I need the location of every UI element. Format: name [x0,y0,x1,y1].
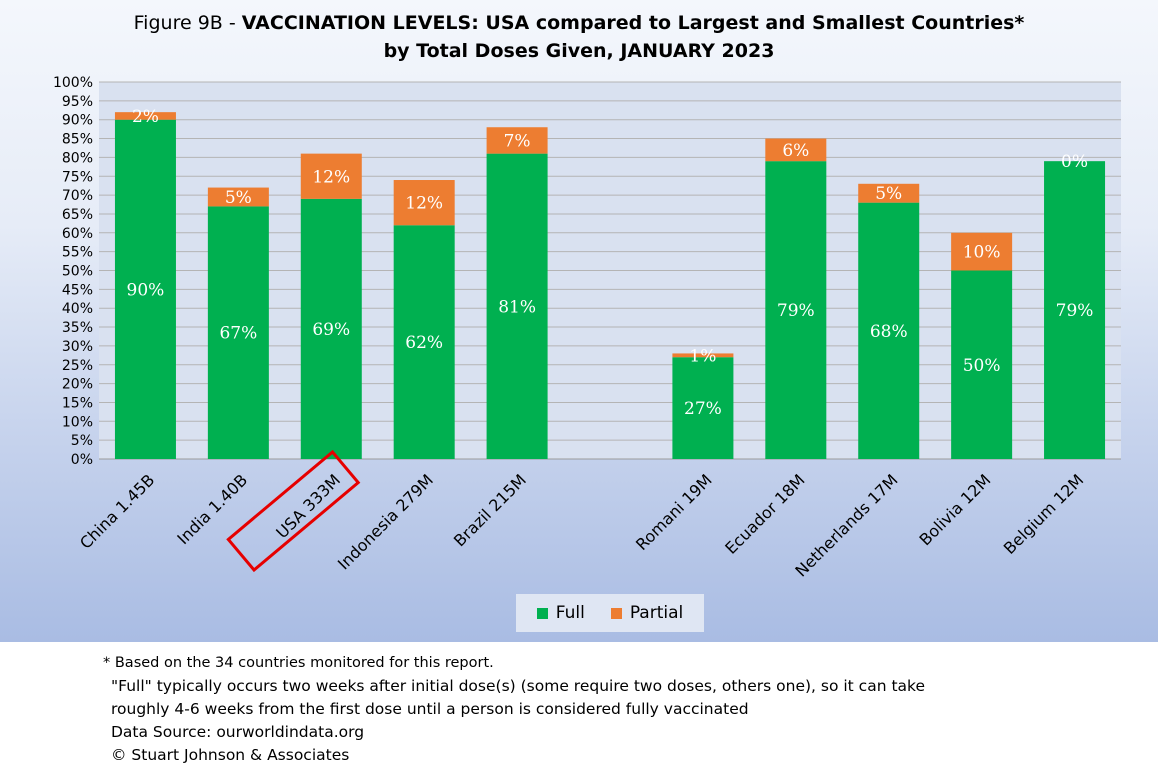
y-tick-label: 25% [62,358,93,374]
chart-plot: 0% 5% 10% 15% 20% 25% 30% 35% 40% 45% 50% 55% 60% 65%… [53,75,1121,581]
chart-legend: Full Partial [516,594,704,632]
data-label-full: 69% [312,320,350,340]
x-category-label: USA 333M [272,470,344,542]
data-label-full: 79% [777,301,815,321]
legend-item-partial: Partial [610,603,684,623]
y-tick-label: 60% [62,226,93,242]
bar-full [300,198,362,459]
y-tick-label: 15% [62,395,93,411]
x-category-label: Romani 19M [632,470,716,554]
bar-full [765,161,827,460]
data-label-partial: 1% [689,346,716,366]
bar-full [486,153,548,459]
legend-label-full: Full [555,603,585,623]
chart-area: Figure 9B - VACCINATION LEVELS: USA comp… [0,0,1158,642]
x-category-label: Bolivia 12M [916,470,995,549]
x-category-label: Indonesia 279M [334,470,437,573]
bar-full [1044,161,1106,460]
y-tick-label: 100% [53,75,93,91]
bar-full [858,202,920,459]
data-label-partial: 10% [963,243,1001,263]
x-category-label: China 1.45B [76,470,158,552]
footnote-data-source: Data Source: ourworldindata.org [111,723,365,741]
data-label-full: 90% [127,280,165,300]
data-label-full: 81% [498,297,536,317]
chart-title-main: VACCINATION LEVELS: USA compared to Larg… [241,12,1025,34]
bar-full [114,119,176,459]
y-tick-label: 50% [62,264,93,280]
footnotes: * Based on the 34 countries monitored fo… [103,652,925,767]
footnote-full-definition: "Full" typically occurs two weeks after … [111,677,925,695]
y-tick-label: 0% [71,452,93,468]
bar-partial [300,153,362,199]
bar-partial [951,232,1013,271]
legend-item-full: Full [536,603,585,623]
y-tick-label: 55% [62,245,93,261]
y-tick-label: 35% [62,320,93,336]
data-label-partial: 2% [132,107,159,127]
data-label-full: 67% [219,324,257,344]
bar-full [207,206,269,459]
chart-title: Figure 9B - VACCINATION LEVELS: USA comp… [0,12,1158,34]
data-label-partial: 7% [504,131,531,151]
bar-partial [765,138,827,162]
chart-title-prefix: Figure 9B - [133,12,242,34]
data-label-partial: 12% [405,194,443,214]
bar-partial [393,180,455,226]
footnote-full-definition-cont: roughly 4-6 weeks from the first dose un… [111,700,749,718]
bar-partial [486,127,548,154]
data-label-full: 62% [405,333,443,353]
y-tick-label: 95% [62,94,93,110]
footnote-copyright: © Stuart Johnson & Associates [111,746,350,764]
y-tick-label: 70% [62,188,93,204]
bar-partial [114,112,176,120]
data-label-full: 79% [1056,301,1094,321]
bar-full [672,357,734,459]
footnote-countries: * Based on the 34 countries monitored fo… [103,655,494,671]
bar-full [393,225,455,459]
data-label-full: 27% [684,399,722,419]
data-label-full: 68% [870,322,908,342]
y-tick-label: 5% [71,433,93,449]
x-category-label: Brazil 215M [450,470,530,550]
y-tick-label: 20% [62,377,93,393]
bar-full [951,270,1013,459]
data-label-full: 50% [963,356,1001,376]
legend-swatch-partial [610,607,622,619]
x-category-label: India 1.40B [173,470,251,548]
y-tick-label: 30% [62,339,93,355]
x-category-label: Belgium 12M [1000,470,1088,558]
usa-highlight-box [226,449,361,573]
data-label-partial: 6% [782,141,809,161]
y-tick-label: 75% [62,169,93,185]
bar-partial [672,353,734,358]
y-tick-label: 85% [62,132,93,148]
data-label-partial: 5% [225,188,252,208]
data-label-partial: 5% [875,184,902,204]
data-label-partial: 0% [1061,152,1088,172]
data-label-partial: 12% [312,167,350,187]
y-tick-label: 80% [62,150,93,166]
bar-partial [858,183,920,203]
y-tick-label: 40% [62,301,93,317]
y-tick-label: 90% [62,113,93,129]
x-category-label: Ecuador 18M [721,470,808,557]
y-tick-label: 65% [62,207,93,223]
y-tick-label: 10% [62,414,93,430]
bar-partial [207,187,269,207]
x-category-label: Netherlands 17M [791,470,901,580]
legend-swatch-full [536,607,548,619]
legend-label-partial: Partial [629,603,684,623]
chart-subtitle: by Total Doses Given, JANUARY 2023 [383,40,775,62]
y-tick-label: 45% [62,282,93,298]
